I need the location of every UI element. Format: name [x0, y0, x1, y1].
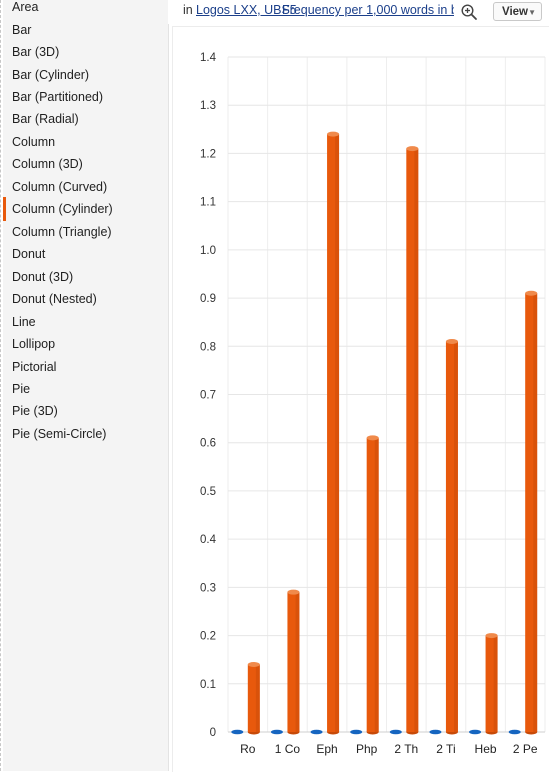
- cylinder-top: [525, 290, 538, 296]
- y-tick-label: 0.1: [200, 679, 216, 691]
- y-tick-label: 0.8: [200, 341, 216, 353]
- lxx-zero-marker: [508, 729, 521, 735]
- sidebar-item-bar-partitioned[interactable]: Bar (Partitioned): [12, 90, 104, 104]
- cylinder-shade: [414, 148, 419, 732]
- sidebar-item-column-curved[interactable]: Column (Curved): [12, 180, 108, 194]
- cylinder-top: [366, 435, 379, 441]
- y-tick-label: 0.9: [200, 293, 216, 305]
- sidebar-item-column-cylinder[interactable]: Column (Cylinder): [12, 202, 113, 216]
- cylinder-shade: [533, 293, 538, 732]
- cylinder-shade: [454, 341, 458, 732]
- x-tick-label: 1 Co: [275, 742, 301, 756]
- x-tick-label: Php: [356, 742, 378, 756]
- y-tick-label: 0.3: [200, 582, 216, 594]
- sidebar-item-column-triangle[interactable]: Column (Triangle): [12, 225, 112, 239]
- cylinder-top: [445, 338, 458, 344]
- cylinder-top: [247, 662, 260, 667]
- sidebar-item-pictorial[interactable]: Pictorial: [12, 360, 57, 374]
- cylinder-shade: [295, 592, 300, 732]
- sidebar-item-pie[interactable]: Pie: [12, 382, 31, 396]
- x-tick-label: 2 Pe: [513, 742, 538, 756]
- y-tick-label: 1.2: [200, 148, 216, 160]
- lxx-zero-marker: [389, 729, 402, 735]
- cylinder-body: [445, 341, 458, 732]
- y-tick-label: 1.1: [200, 197, 216, 209]
- cylinder-body: [525, 293, 538, 732]
- y-tick-label: 0.7: [200, 390, 216, 402]
- cylinder-body: [366, 437, 379, 732]
- y-tick-label: 0.5: [200, 486, 216, 498]
- x-tick-label: Eph: [316, 742, 337, 756]
- lxx-zero-marker: [310, 729, 323, 735]
- cylinder-body: [406, 148, 419, 732]
- sidebar-item-pie-semi-circle[interactable]: Pie (Semi-Circle): [12, 427, 107, 441]
- cylinder-top: [327, 131, 340, 137]
- measure-link[interactable]: Frequency per 1,000 words in book: [282, 3, 454, 17]
- cylinder-body: [485, 635, 498, 732]
- sidebar-item-pie-3d[interactable]: Pie (3D): [12, 404, 58, 418]
- cylinder-body: [247, 664, 260, 732]
- sidebar-item-donut-nested[interactable]: Donut (Nested): [12, 292, 97, 306]
- lxx-zero-marker: [350, 729, 363, 735]
- cylinder-shade: [493, 635, 498, 732]
- chart-panel: 0 0.1 0.2 0.3 0.4 0.5 0.6 0.7 0.8 0.9 1.0 1.1 1.2 1.3…: [172, 26, 549, 772]
- cylinder-body: [287, 592, 300, 732]
- y-tick-label: 0.2: [200, 631, 216, 643]
- lxx-zero-marker: [270, 729, 283, 735]
- sidebar-item-line[interactable]: Line: [12, 315, 36, 329]
- in-label: in: [183, 3, 193, 17]
- view-button[interactable]: View ▼: [493, 2, 542, 21]
- cylinder-shade: [374, 437, 379, 732]
- sidebar-item-column[interactable]: Column: [12, 135, 56, 149]
- y-tick-label: 0.6: [200, 438, 216, 450]
- sidebar-item-bar[interactable]: Bar: [12, 23, 32, 37]
- chevron-down-icon: ▼: [528, 8, 536, 17]
- y-tick-label: 0.4: [200, 534, 217, 546]
- y-tick-label: 1.0: [200, 245, 216, 257]
- y-tick-label: 0: [210, 727, 216, 739]
- sidebar-item-bar-radial[interactable]: Bar (Radial): [12, 112, 79, 126]
- resource-link[interactable]: Logos LXX, UBS5: [196, 3, 297, 17]
- sidebar-item-donut-3d[interactable]: Donut (3D): [12, 270, 74, 284]
- chart-type-sidebar: Area Bar Bar (3D) Bar (Cylinder) Bar (Pa…: [3, 0, 169, 771]
- y-tick-label: 1.3: [200, 100, 216, 112]
- sidebar-item-lollipop[interactable]: Lollipop: [12, 337, 56, 351]
- x-tick-label: Heb: [475, 742, 497, 756]
- y-tick-label: 1.4: [200, 52, 217, 64]
- lxx-zero-marker: [231, 729, 244, 735]
- x-tick-label: 2 Th: [394, 742, 418, 756]
- x-tick-label: Ro: [240, 742, 256, 756]
- sidebar-item-donut[interactable]: Donut: [12, 247, 46, 261]
- sidebar-item-column-3d[interactable]: Column (3D): [12, 157, 83, 171]
- cylinder-shade: [255, 664, 260, 732]
- window-edge: [0, 0, 3, 771]
- sidebar-item-area[interactable]: Area: [12, 0, 39, 14]
- cylinder-top: [485, 633, 498, 639]
- cylinder-top: [406, 146, 419, 152]
- cylinder-top: [287, 589, 300, 595]
- selected-indicator: [3, 197, 6, 221]
- zoom-in-icon[interactable]: [460, 3, 478, 21]
- lxx-zero-marker: [469, 729, 482, 735]
- view-button-label: View: [502, 6, 528, 18]
- sidebar-item-bar-cylinder[interactable]: Bar (Cylinder): [12, 68, 90, 82]
- cylinder-shade: [335, 134, 340, 733]
- column-chart: 0 0.1 0.2 0.3 0.4 0.5 0.6 0.7 0.8 0.9 1.0 1.1 1.2 1.3…: [200, 52, 546, 756]
- cylinder-body: [327, 134, 340, 733]
- lxx-zero-marker: [429, 729, 442, 735]
- sidebar-item-bar-3d[interactable]: Bar (3D): [12, 45, 60, 59]
- chart-toolbar: in Logos LXX, UBS5 Frequency per 1,000 w…: [168, 0, 550, 24]
- x-tick-label: 2 Ti: [436, 742, 455, 756]
